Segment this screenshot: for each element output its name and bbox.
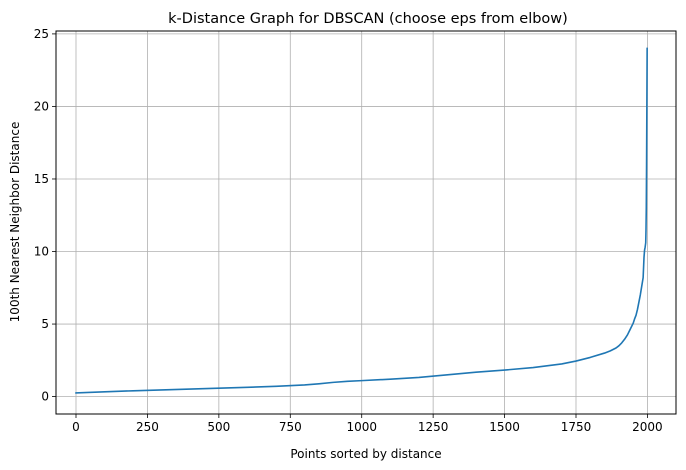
plot-area: [75, 47, 648, 394]
x-tick-label: 1000: [346, 420, 377, 434]
grid: [56, 31, 676, 414]
y-axis-title: 100th Nearest Neighbor Distance: [8, 122, 22, 323]
y-tick-label: 20: [34, 99, 49, 113]
plot-frame: [55, 30, 677, 415]
x-tick-label: 0: [72, 420, 80, 434]
axes: 0 250 500 750 1000 1250 1500 1750 2000 0 5 10 15 20 25: [34, 27, 663, 434]
x-axis-title: Points sorted by distance: [290, 447, 441, 461]
y-tick-label: 10: [34, 245, 49, 259]
y-tick-label: 25: [34, 27, 49, 41]
x-tick-label: 2000: [632, 420, 663, 434]
chart-title: k-Distance Graph for DBSCAN (choose eps …: [168, 11, 568, 27]
x-tick-label: 250: [136, 420, 159, 434]
x-tick-label: 1750: [561, 420, 592, 434]
y-tick-label: 0: [41, 390, 49, 404]
y-tick-label: 15: [34, 172, 49, 186]
y-tick-label: 5: [41, 317, 49, 331]
x-tick-label: 1250: [418, 420, 449, 434]
x-tick-label: 1500: [489, 420, 520, 434]
series-line: [75, 47, 648, 394]
x-tick-label: 500: [207, 420, 230, 434]
x-tick-label: 750: [279, 420, 302, 434]
